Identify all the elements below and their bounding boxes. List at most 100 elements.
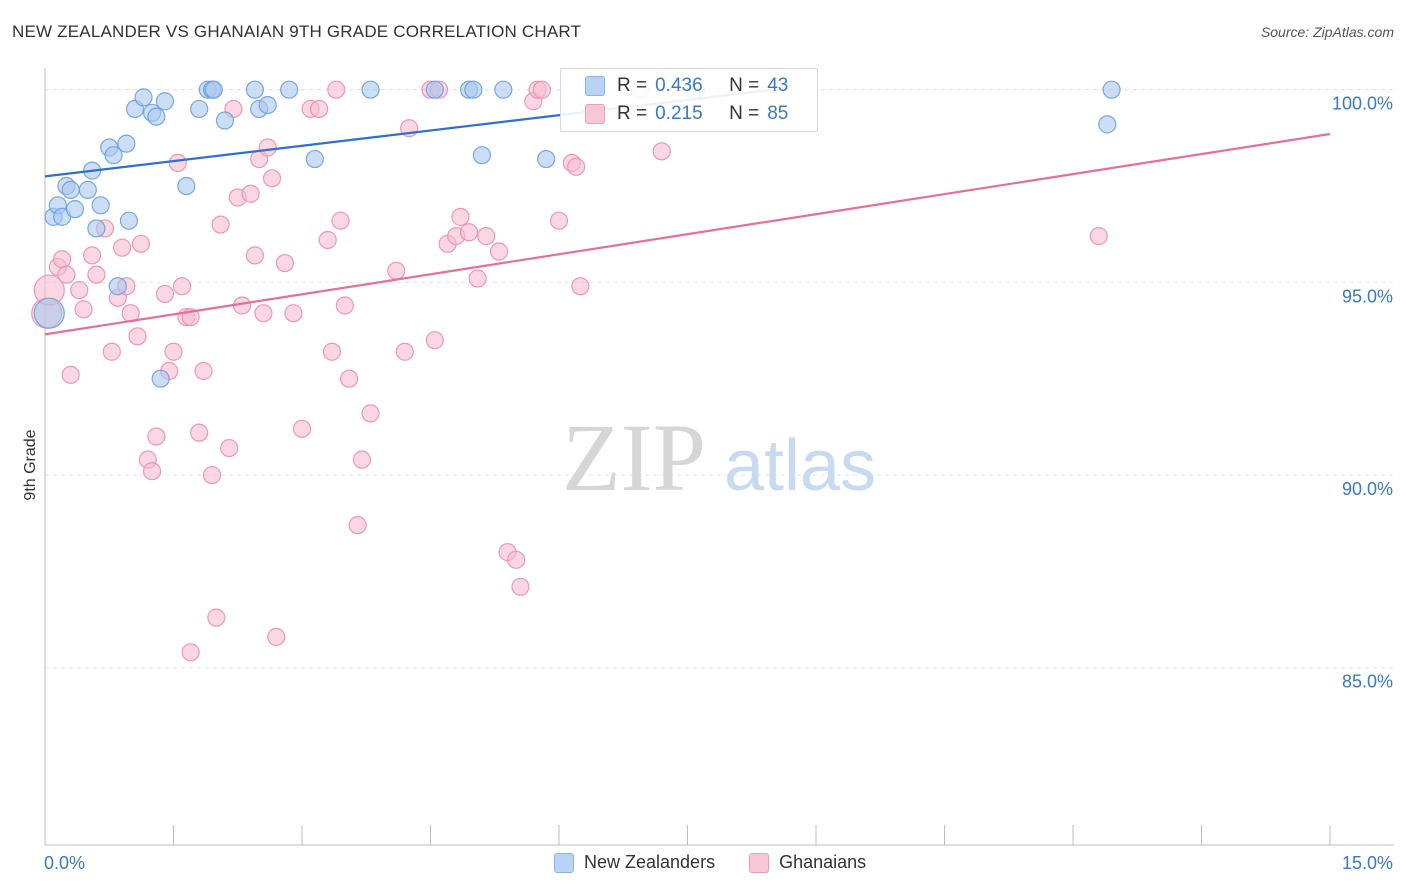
legend-n-value: 85	[767, 103, 789, 124]
y-axis-title: 9th Grade	[22, 429, 39, 500]
y-tick-label: 95.0%	[1342, 286, 1393, 306]
y-tick-label: 85.0%	[1342, 672, 1393, 692]
ghanaian-point	[387, 261, 406, 280]
ghanaian-point	[310, 99, 329, 119]
ghanaian-point	[507, 550, 526, 569]
new-zealander-point	[1098, 115, 1117, 134]
new-zealander-point	[65, 200, 85, 219]
ghanaian-point	[70, 280, 89, 300]
ghanaian-point	[335, 296, 354, 315]
new-zealander-point	[117, 134, 136, 153]
ghanaian-point	[284, 304, 303, 323]
new-zealander-point	[177, 176, 196, 196]
new-zealander-point	[155, 92, 175, 111]
x-tick-label-min: 0.0%	[44, 853, 85, 873]
legend-r-label: R =	[617, 75, 648, 96]
new-zealander-point	[305, 149, 324, 169]
y-tick-label: 90.0%	[1342, 479, 1393, 499]
ghanaian-point	[549, 211, 569, 230]
new-zealander-point	[464, 80, 483, 99]
ghanaian-point	[262, 169, 282, 188]
bottom-legend-label: Ghanaians	[779, 852, 867, 872]
ghanaian-point	[459, 223, 479, 242]
watermark-atlas: atlas	[724, 426, 876, 506]
ghanaian-point	[318, 230, 337, 250]
ghanaian-point	[102, 342, 121, 361]
bottom-legend-label: New Zealanders	[584, 852, 716, 872]
ghanaian-point	[327, 80, 346, 99]
ghanaian-point	[340, 369, 359, 388]
ghanaian-point	[128, 327, 147, 346]
new-zealander-point	[425, 80, 444, 99]
bottom-legend: New Zealanders Ghanaians	[554, 852, 900, 873]
new-zealander-point	[119, 211, 139, 230]
ghanaian-point	[652, 142, 671, 161]
ghanaian-point	[194, 361, 213, 381]
legend-r-value: 0.215	[655, 103, 703, 124]
ghanaian-point	[147, 427, 166, 446]
new-zealander-point	[472, 146, 491, 165]
new-zealander-point	[91, 196, 110, 215]
new-zealander-point	[245, 80, 264, 99]
new-zealander-point	[134, 88, 153, 107]
new-zealander-point	[1102, 80, 1121, 99]
new-zealander-point	[147, 107, 166, 126]
grid-layer	[45, 89, 1394, 669]
ghanaian-point	[202, 465, 222, 485]
legend-n-value: 43	[767, 75, 789, 96]
ghanaian-point	[181, 643, 200, 662]
ghanaian-point	[275, 253, 294, 273]
legend-stats-box: R = 0.436 N = 43 R = 0.215 N = 85	[560, 68, 818, 132]
legend-swatch-ghanaians	[585, 104, 605, 124]
legend-swatch-new-zealanders	[585, 76, 605, 96]
ghanaian-point	[254, 304, 273, 323]
ghanaian-point	[87, 265, 106, 284]
ghanaian-point	[220, 438, 239, 458]
ghanaian-point	[211, 215, 230, 234]
legend-row-ghanaians: R = 0.215 N = 85	[585, 101, 788, 127]
ghanaian-point	[190, 423, 209, 442]
ghanaian-point	[258, 138, 277, 157]
ghanaian-point	[168, 153, 187, 173]
ghanaian-point	[207, 608, 226, 627]
ghanaian-point	[511, 577, 530, 596]
ghanaian-point	[477, 227, 496, 246]
bottom-legend-ghanaians[interactable]: Ghanaians	[749, 852, 866, 873]
watermark-zip: ZIP	[562, 404, 706, 511]
new-zealander-point	[494, 80, 513, 99]
ghanaian-point	[322, 342, 342, 361]
bottom-legend-swatch-new-zealanders	[554, 852, 574, 873]
ghanaian-point	[131, 234, 151, 253]
ghanaian-point	[352, 450, 372, 469]
new-zealander-point	[215, 111, 234, 130]
ghanaian-point	[489, 242, 509, 261]
ghanaian-point	[331, 211, 350, 230]
ghanaians-trend-line	[44, 132, 1331, 336]
points-layer	[31, 80, 1121, 662]
legend-r-value: 0.436	[655, 75, 703, 96]
ghanaian-point	[267, 627, 286, 647]
new-zealander-point	[33, 297, 65, 329]
ghanaian-point	[74, 300, 93, 319]
axis-layer: 85.0% 90.0% 95.0% 100.0% 0.0% 15.0% 9th Grade	[22, 68, 1394, 873]
ghanaian-point	[468, 269, 487, 288]
new-zealander-point	[190, 99, 209, 119]
ghanaian-point	[142, 462, 162, 481]
ghanaian-point	[61, 365, 80, 384]
legend-row-new-zealanders: R = 0.436 N = 43	[585, 73, 788, 99]
bottom-legend-new-zealanders[interactable]: New Zealanders	[554, 852, 715, 873]
new-zealander-point	[361, 80, 380, 99]
ghanaian-point	[395, 342, 414, 361]
ghanaian-point	[241, 184, 260, 203]
ghanaian-point	[164, 342, 183, 361]
ghanaian-point	[361, 404, 380, 423]
legend-r-label: R =	[617, 103, 648, 124]
new-zealander-point	[151, 369, 170, 388]
ghanaian-point	[1089, 227, 1108, 246]
legend-n-label: N =	[729, 75, 760, 96]
ghanaian-point	[567, 157, 586, 176]
new-zealander-point	[104, 146, 123, 165]
ghanaian-point	[292, 419, 312, 438]
ghanaian-point	[245, 246, 264, 265]
bottom-legend-swatch-ghanaians	[749, 852, 770, 873]
